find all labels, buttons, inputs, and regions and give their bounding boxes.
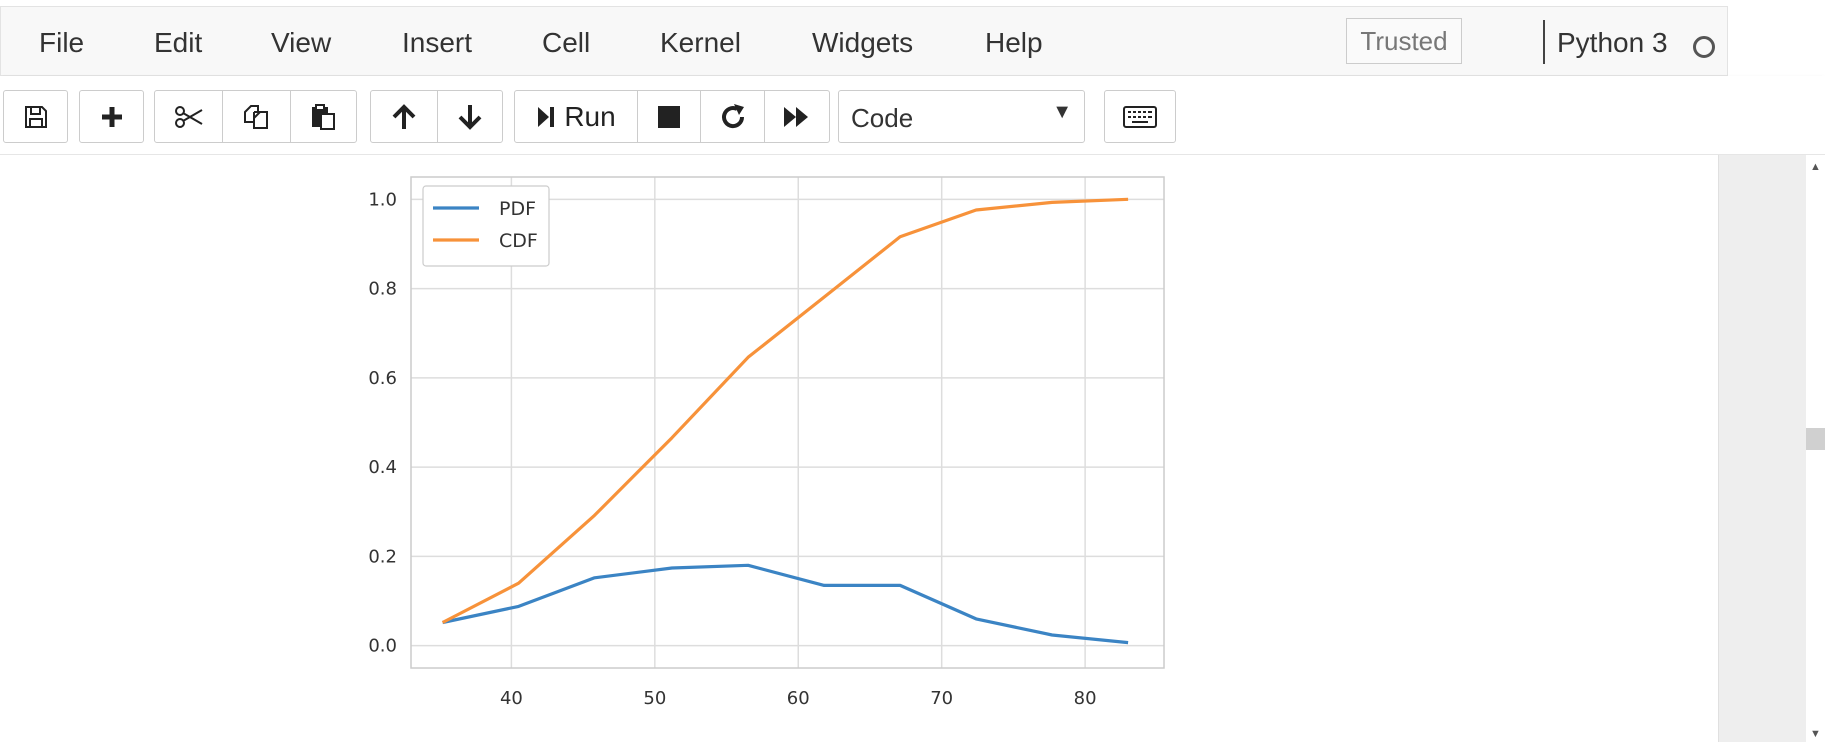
kernel-status-circle-icon [1693, 36, 1715, 58]
x-tick-label: 60 [787, 688, 810, 709]
legend-label-cdf: CDF [499, 230, 538, 252]
x-tick-label: 80 [1074, 688, 1097, 709]
paste-icon [312, 103, 336, 130]
x-tick-label: 50 [643, 688, 666, 709]
command-palette-group [1104, 90, 1176, 143]
output-chart: 40 50 60 70 80 0.0 0.2 0.4 0.6 0.8 1.0 PDF CDF [368, 176, 1165, 709]
move-group [370, 90, 503, 143]
run-button-label: Run [564, 100, 616, 132]
legend-box [422, 185, 550, 267]
menu-help[interactable]: Help [985, 27, 1043, 58]
x-tick-label: 70 [930, 688, 953, 709]
kernel-name[interactable]: Python 3 [1557, 27, 1668, 58]
step-forward-icon [538, 106, 555, 127]
restart-run-all-button[interactable] [764, 91, 829, 142]
y-tick-label: 1.0 [368, 189, 397, 210]
floppy-disk-icon [24, 105, 47, 128]
interrupt-button[interactable] [637, 91, 700, 142]
y-tick-label: 0.4 [368, 457, 397, 478]
save-group [3, 90, 68, 143]
chart-series [441, 197, 1129, 645]
stop-icon [658, 105, 680, 128]
move-up-button[interactable] [371, 91, 437, 142]
plot-frame [410, 176, 1165, 669]
scroll-up-icon[interactable]: ▲ [1810, 161, 1821, 173]
chevron-down-icon: ▼ [1052, 101, 1072, 123]
arrow-up-icon [392, 103, 416, 129]
kernel-separator [1543, 20, 1545, 64]
notebook-area [0, 155, 1718, 742]
cell-type-value: Code [851, 103, 914, 133]
menu-view[interactable]: View [271, 27, 332, 58]
chart-legend: PDF CDF [422, 185, 550, 267]
insert-cell-button[interactable] [80, 91, 143, 142]
toolbar: Run Code ▼ [0, 76, 1825, 155]
series-line-cdf [441, 197, 1129, 624]
y-tick-label: 0.8 [368, 279, 397, 300]
move-down-button[interactable] [437, 91, 502, 142]
trusted-indicator[interactable]: Trusted [1346, 18, 1462, 64]
chart-axes [410, 176, 1165, 669]
run-group: Run [514, 90, 830, 143]
clipboard-group [154, 90, 357, 143]
scrollbar[interactable]: ▲ ▼ [1806, 155, 1825, 742]
command-palette-button[interactable] [1105, 91, 1175, 142]
menu-cell[interactable]: Cell [542, 27, 591, 58]
legend-label-pdf: PDF [499, 198, 536, 220]
copy-button[interactable] [222, 91, 289, 142]
scissors-icon [174, 105, 203, 128]
paste-button[interactable] [289, 91, 356, 142]
menu-file[interactable]: File [39, 27, 85, 58]
menu-widgets[interactable]: Widgets [812, 27, 914, 58]
chart-ticks: 40 50 60 70 80 0.0 0.2 0.4 0.6 0.8 1.0 [368, 189, 1096, 709]
menu-edit[interactable]: Edit [154, 27, 203, 58]
keyboard-icon [1123, 105, 1157, 128]
cell-type-select[interactable]: Code ▼ [838, 90, 1085, 143]
menu-kernel[interactable]: Kernel [660, 27, 741, 58]
x-tick-label: 40 [500, 688, 523, 709]
menubar: File Edit View Insert Cell Kernel Widget… [0, 6, 1728, 76]
cut-button[interactable] [155, 91, 222, 142]
insert-group [79, 90, 144, 143]
series-line-pdf [442, 563, 1129, 645]
y-tick-label: 0.2 [368, 546, 397, 567]
copy-icon [244, 104, 269, 129]
fast-forward-icon [784, 106, 808, 127]
refresh-icon [721, 103, 744, 128]
plus-icon [101, 106, 122, 127]
scroll-thumb[interactable] [1806, 428, 1825, 450]
run-button[interactable]: Run [515, 91, 637, 142]
save-button[interactable] [4, 91, 67, 142]
restart-kernel-button[interactable] [700, 91, 764, 142]
y-tick-label: 0.6 [368, 368, 397, 389]
scroll-down-icon[interactable]: ▼ [1810, 728, 1821, 740]
menu-insert[interactable]: Insert [402, 27, 473, 58]
y-tick-label: 0.0 [368, 636, 397, 657]
chart-grid [411, 177, 1164, 668]
arrow-down-icon [458, 104, 482, 130]
side-panel [1718, 155, 1806, 742]
